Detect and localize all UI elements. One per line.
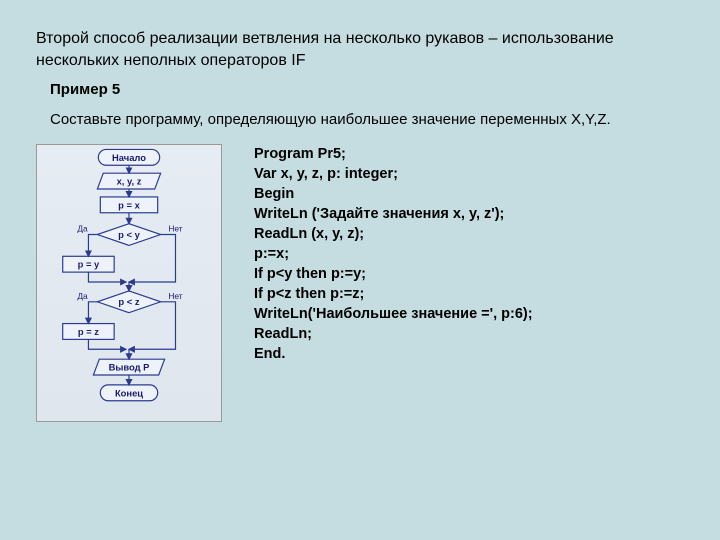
svg-text:Вывод P: Вывод P	[109, 362, 150, 373]
svg-text:Нет: Нет	[168, 224, 182, 234]
flowchart-node: x, y, z	[97, 174, 160, 190]
code-line: End.	[254, 344, 533, 364]
code-line: p:=x;	[254, 244, 533, 264]
flowchart-node: Начало	[98, 150, 159, 166]
svg-text:p = z: p = z	[78, 326, 99, 337]
content-row: Начало x, y, z p = x p < y p = y p < z p = z Вы…	[36, 144, 684, 422]
flowchart-node: p < z	[97, 291, 160, 313]
svg-text:Да: Да	[77, 291, 88, 301]
code-line: Program Pr5;	[254, 144, 533, 164]
code-line: Begin	[254, 184, 533, 204]
svg-text:Конец: Конец	[115, 388, 143, 399]
intro-text: Второй способ реализации ветвления на не…	[36, 28, 684, 71]
code-line: ReadLn;	[254, 324, 533, 344]
task-text: Составьте программу, определяющую наибол…	[50, 110, 684, 130]
flowchart-node: p < y	[97, 224, 160, 246]
svg-text:p < y: p < y	[118, 229, 140, 240]
svg-text:p < z: p < z	[118, 297, 139, 308]
code-line: WriteLn('Наибольшее значение =', p:6);	[254, 304, 533, 324]
flowchart-diagram: Начало x, y, z p = x p < y p = y p < z p = z Вы…	[36, 144, 222, 422]
flowchart-node: Вывод P	[93, 360, 164, 376]
code-line: If p<z then p:=z;	[254, 284, 533, 304]
example-label: Пример 5	[50, 81, 684, 98]
code-line: Var x, y, z, p: integer;	[254, 164, 533, 184]
svg-text:p = x: p = x	[118, 200, 140, 211]
svg-text:Да: Да	[77, 224, 88, 234]
code-line: WriteLn ('Задайте значения x, y, z');	[254, 204, 533, 224]
code-line: ReadLn (x, y, z);	[254, 224, 533, 244]
svg-text:x, y, z: x, y, z	[117, 176, 142, 187]
flowchart-node: p = y	[63, 257, 114, 273]
flowchart-node: p = x	[100, 197, 157, 213]
svg-text:p = y: p = y	[78, 259, 100, 270]
svg-text:Начало: Начало	[112, 152, 146, 163]
flowchart-node: Конец	[100, 385, 157, 401]
flowchart-node: p = z	[63, 324, 114, 340]
code-line: If p<y then p:=y;	[254, 264, 533, 284]
code-block: Program Pr5;Var x, y, z, p: integer;Begi…	[254, 144, 533, 364]
svg-text:Нет: Нет	[168, 291, 182, 301]
